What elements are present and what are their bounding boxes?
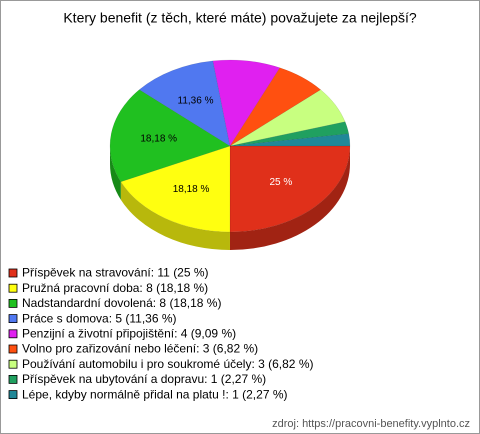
legend-label: Používání automobilu i pro soukromé účel… bbox=[22, 357, 313, 371]
legend-swatch bbox=[8, 329, 18, 339]
slice bbox=[229, 133, 351, 147]
slice bbox=[229, 67, 322, 147]
slice-label: 18,18 % bbox=[140, 133, 177, 144]
legend-swatch bbox=[8, 314, 18, 324]
source: zdroj: https://pracovni-benefity.vyplnto… bbox=[272, 418, 470, 430]
legend-swatch bbox=[8, 359, 18, 369]
slice bbox=[109, 89, 231, 183]
legend-swatch bbox=[8, 390, 18, 400]
slice bbox=[138, 60, 231, 147]
slice-label: 18,18 % bbox=[173, 184, 210, 195]
slice-side bbox=[120, 181, 230, 250]
slice-side bbox=[110, 146, 121, 200]
legend-swatch bbox=[8, 283, 18, 293]
slice bbox=[229, 121, 350, 147]
legend-label: Práce s domova: 5 (11,36 %) bbox=[22, 311, 177, 325]
slice bbox=[229, 145, 351, 233]
legend-label: Pružná pracovní doba: 8 (18,18 %) bbox=[22, 281, 208, 295]
slice-label: 25 % bbox=[270, 177, 293, 188]
legend-swatch bbox=[8, 344, 18, 354]
slice bbox=[229, 89, 346, 147]
legend-label: Volno pro zařizování nebo léčení: 3 (6,8… bbox=[22, 342, 258, 356]
slice-side bbox=[229, 146, 350, 250]
legend-label: Příspěvek na ubytování a dopravu: 1 (2,2… bbox=[22, 372, 266, 386]
chart-title: Ktery benefit (z těch, které máte) považ… bbox=[63, 10, 417, 26]
slice bbox=[120, 145, 231, 233]
legend-swatch bbox=[8, 268, 18, 278]
legend-label: Příspěvek na stravování: 11 (25 %) bbox=[22, 266, 209, 280]
slice-label: 11,36 % bbox=[178, 95, 214, 106]
legend-label: Penzijní a životní připojištění: 4 (9,09… bbox=[22, 326, 236, 340]
slice bbox=[212, 59, 281, 147]
legend-swatch bbox=[8, 298, 18, 308]
legend-swatch bbox=[8, 374, 18, 384]
legend-label: Nadstandardní dovolená: 8 (18,18 %) bbox=[22, 296, 221, 310]
legend-label: Lépe, kdyby normálně přidal na platu !: … bbox=[22, 387, 288, 401]
